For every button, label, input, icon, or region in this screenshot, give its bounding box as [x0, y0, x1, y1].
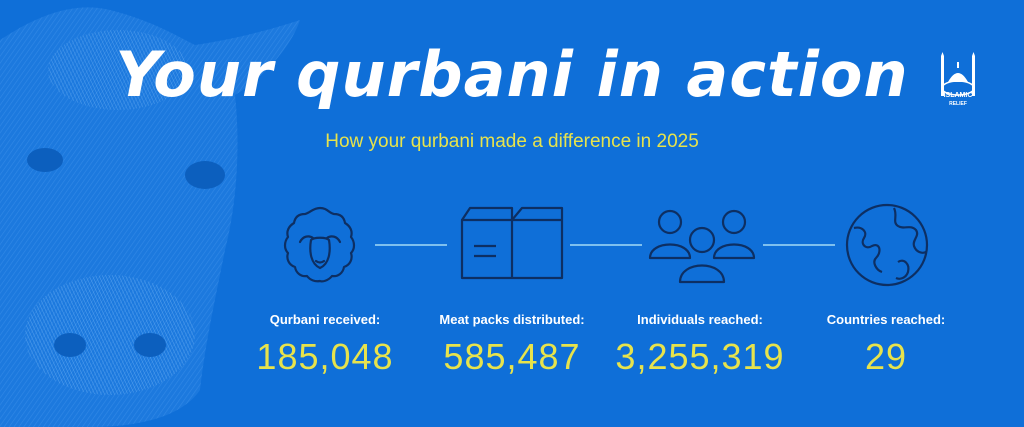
stat-label-qurbani: Qurbani received: [269, 312, 381, 327]
stat-label-countries: Countries reached: [826, 312, 946, 327]
box-icon [460, 206, 564, 280]
sheep-icon [283, 206, 356, 283]
cow-illustration [0, 7, 300, 427]
mosque-logo-icon [941, 52, 975, 96]
stat-value-countries: 29 [864, 336, 908, 377]
stat-label-individuals: Individuals reached: [637, 312, 763, 327]
stat-value-individuals: 3,255,319 [615, 336, 785, 377]
logo-text-relief: RELIEF [949, 101, 967, 107]
globe-icon [845, 203, 929, 287]
connector-line-1 [375, 244, 447, 246]
stat-value-meat-packs: 585,487 [443, 336, 581, 377]
page-title: Your qurbani in action [115, 38, 909, 111]
stat-label-meat-packs: Meat packs distributed: [439, 312, 585, 327]
people-icon [648, 209, 756, 284]
logo-text-islamic: ISLAMIC [943, 92, 973, 99]
stat-value-qurbani: 185,048 [256, 336, 394, 377]
connector-line-2 [570, 244, 642, 246]
page-subtitle: How your qurbani made a difference in 20… [325, 131, 699, 152]
connector-line-3 [763, 244, 835, 246]
